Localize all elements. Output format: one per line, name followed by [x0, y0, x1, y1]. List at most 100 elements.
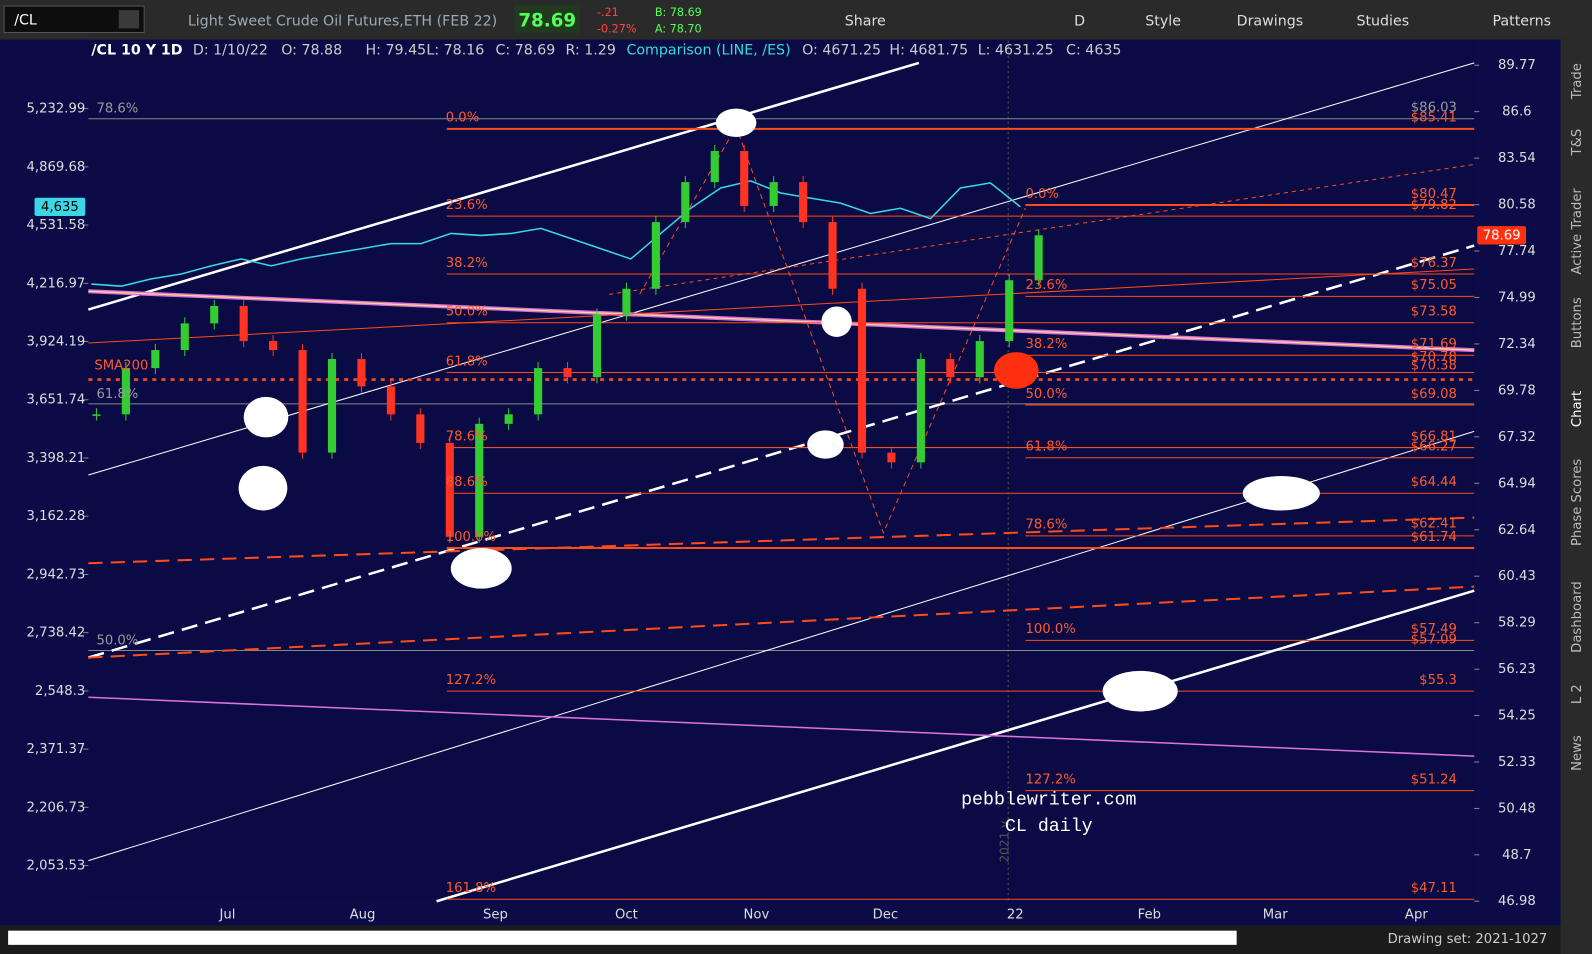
price-level: $64.44	[1411, 475, 1457, 490]
y2-tick-label: 2,371.37	[27, 742, 86, 757]
sidebar-tab[interactable]: News	[1570, 735, 1585, 771]
y2-tick-label: 4,531.58	[27, 218, 86, 233]
info-item: D: 1/10/22	[193, 43, 268, 59]
info-item: O: 78.88	[281, 43, 342, 59]
price-level: $47.11	[1411, 881, 1457, 896]
price-level: $73.58	[1411, 305, 1457, 320]
x-tick-label: Feb	[1138, 907, 1161, 922]
fib-label: 127.2%	[1025, 772, 1075, 787]
toolbar-button[interactable]: Patterns	[1492, 13, 1551, 29]
y-tick-label: 86.6	[1502, 105, 1531, 120]
gray-level-label: 50.0%	[96, 633, 138, 648]
price-level: $79.82	[1411, 198, 1457, 213]
y-tick-label: 58.29	[1498, 616, 1536, 631]
scroll-track[interactable]	[8, 930, 1237, 945]
sidebar-tab[interactable]: T&S	[1570, 129, 1585, 157]
y2-tick-label: 2,548.3	[35, 684, 85, 699]
price-level: $57.49	[1411, 622, 1457, 637]
toolbar-button[interactable]: D	[1074, 13, 1085, 29]
y-tick-label: 50.48	[1498, 801, 1536, 816]
x-tick-label: Apr	[1405, 907, 1428, 922]
candles	[91, 144, 1043, 543]
candle	[946, 359, 955, 378]
y-tick-label: 60.43	[1498, 569, 1536, 584]
candle	[298, 350, 307, 453]
fib-label: 78.6%	[446, 429, 488, 444]
sidebar-tab[interactable]: L 2	[1570, 684, 1585, 704]
toolbar-button[interactable]: Share	[845, 13, 886, 29]
sidebar	[1560, 39, 1592, 954]
candle	[445, 442, 454, 537]
candle	[269, 341, 278, 351]
trend-line	[87, 61, 920, 311]
gray-level-label: 78.6%	[96, 102, 138, 117]
candle	[534, 368, 543, 415]
info-item: C: 78.69	[495, 43, 555, 59]
y-tick-label: 89.77	[1498, 58, 1536, 73]
candle	[357, 359, 366, 387]
y-tick-label: 69.78	[1498, 383, 1536, 398]
symbol-dropdown[interactable]	[118, 10, 140, 29]
candle	[563, 368, 572, 378]
watermark: CL daily	[1005, 817, 1093, 837]
fib-label: 50.0%	[446, 305, 488, 320]
candle	[121, 368, 130, 415]
info-item: R: 1.29	[566, 43, 616, 59]
candle	[1005, 280, 1014, 342]
price-flag-label: 78.69	[1483, 228, 1521, 243]
trend-line	[88, 268, 1475, 344]
candle	[622, 288, 631, 315]
y-tick-label: 46.98	[1498, 894, 1536, 909]
bid: B: 78.69	[655, 6, 702, 19]
x-tick-label: Aug	[350, 907, 376, 922]
price-level: $76.37	[1411, 256, 1457, 271]
price-level: $70.38	[1411, 358, 1457, 373]
left-axis-area	[0, 39, 89, 902]
candle	[975, 341, 984, 378]
fib-label: 100.0%	[1025, 622, 1075, 637]
price-level: $86.03	[1411, 101, 1457, 116]
y2-tick-label: 3,398.21	[27, 451, 86, 466]
candle	[180, 323, 189, 351]
price-level: $66.81	[1411, 429, 1457, 444]
price-level: $57.09	[1411, 632, 1457, 647]
sidebar-tab[interactable]: Chart	[1570, 391, 1585, 427]
ask: A: 78.70	[655, 22, 702, 35]
x-tick-label: Sep	[483, 907, 508, 922]
marker	[243, 396, 289, 438]
candle	[828, 222, 837, 289]
sidebar-tab[interactable]: Trade	[1570, 63, 1585, 100]
candle	[769, 182, 778, 206]
comparison-line	[91, 180, 1021, 287]
sidebar-tab[interactable]: Phase Scores	[1570, 459, 1585, 546]
marker	[993, 352, 1039, 389]
marker	[821, 306, 852, 337]
fib-label: 100.0%	[446, 530, 496, 545]
y-tick-label: 72.34	[1498, 337, 1536, 352]
y2-tick-label: 2,942.73	[27, 567, 86, 582]
fib-label: 127.2%	[446, 673, 496, 688]
price-level: $71.69	[1411, 337, 1457, 352]
y-tick-label: 56.23	[1498, 662, 1536, 677]
toolbar-button[interactable]: Studies	[1356, 13, 1409, 29]
marker	[450, 548, 512, 589]
change-pct: -0.27%	[597, 22, 636, 35]
toolbar-button[interactable]: Drawings	[1237, 13, 1303, 29]
labels: /CL Light Sweet Crude Oil Futures,ETH (FE…	[14, 6, 1585, 947]
trend-line	[87, 244, 1475, 659]
description: Light Sweet Crude Oil Futures,ETH (FEB 2…	[188, 13, 497, 29]
sidebar-tab[interactable]: Dashboard	[1570, 581, 1585, 653]
sidebar-tab[interactable]: Active Trader	[1570, 188, 1585, 275]
fib-lines	[446, 127, 1475, 900]
candle	[592, 314, 602, 378]
plot-area	[88, 40, 1475, 902]
toolbar-button[interactable]: Style	[1145, 13, 1181, 29]
y-tick-label: 77.74	[1498, 244, 1536, 259]
study-label: SMA200	[94, 358, 148, 373]
price-level: $85.41	[1411, 111, 1457, 126]
trend-line	[436, 589, 1475, 903]
x-axis-area	[0, 901, 1561, 926]
price-level: $75.05	[1411, 278, 1457, 293]
sidebar-tab[interactable]: Buttons	[1570, 297, 1585, 348]
price-level: $55.3	[1419, 673, 1457, 688]
